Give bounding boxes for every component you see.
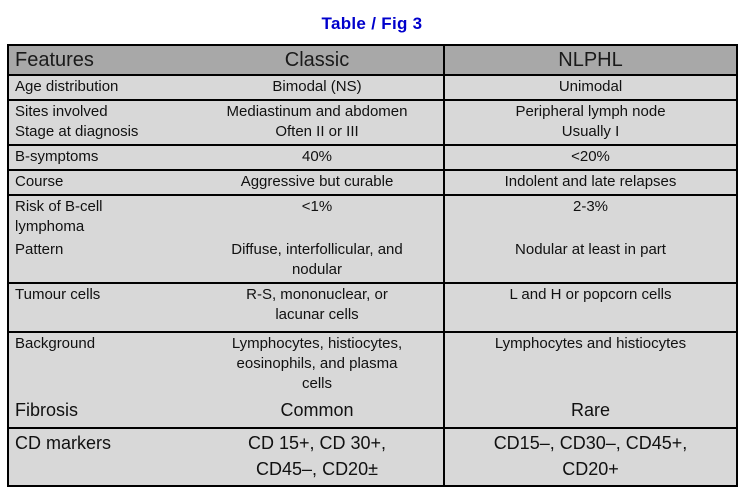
feature-cell: Risk of B-cell lymphoma — [8, 194, 191, 239]
nlphl-cell: CD15–, CD30–, CD45+, CD20+ — [443, 427, 737, 486]
row-tumour-cells: Tumour cells R-S, mononuclear, or lacuna… — [8, 282, 737, 332]
header-classic: Classic — [191, 45, 444, 75]
classic-cell: <1% — [191, 194, 444, 239]
feature-cell: Sites involved Stage at diagnosis — [8, 99, 191, 145]
classic-cell: Bimodal (NS) — [191, 74, 444, 100]
row-sites-stage: Sites involved Stage at diagnosis Medias… — [8, 99, 737, 145]
row-cd-markers: CD markers CD 15+, CD 30+, CD45–, CD20± … — [8, 427, 737, 486]
header-features: Features — [8, 45, 191, 75]
nlphl-cell: L and H or popcorn cells — [443, 282, 737, 332]
nlphl-cell: Unimodal — [443, 74, 737, 100]
row-course: Course Aggressive but curable Indolent a… — [8, 169, 737, 195]
feature-cell: CD markers — [8, 427, 191, 486]
feature-cell: Age distribution — [8, 74, 191, 100]
page-title: Table / Fig 3 — [321, 14, 423, 33]
nlphl-cell: Lymphocytes and histiocytes — [443, 331, 737, 396]
classic-cell: Aggressive but curable — [191, 169, 444, 195]
classic-cell: Lymphocytes, histiocytes, eosinophils, a… — [191, 331, 444, 396]
nlphl-cell: Rare — [443, 396, 737, 428]
feature-cell: Background — [8, 331, 191, 396]
classic-cell: Diffuse, interfollicular, and nodular — [231, 241, 403, 278]
classic-cell: CD 15+, CD 30+, CD45–, CD20± — [191, 427, 444, 486]
nlphl-cell: Indolent and late relapses — [443, 169, 737, 195]
row-b-symptoms: B-symptoms 40% <20% — [8, 144, 737, 170]
nlphl-cell: 2-3% — [443, 194, 737, 239]
row-age-distribution: Age distribution Bimodal (NS) Unimodal — [8, 74, 737, 100]
header-nlphl: NLPHL — [443, 45, 737, 75]
row-background: Background Lymphocytes, histiocytes, eos… — [8, 331, 737, 396]
classic-cell: 40% — [191, 144, 444, 170]
feature-cell: Fibrosis — [15, 400, 79, 420]
feature-cell: Pattern — [15, 241, 64, 258]
classic-cell: Mediastinum and abdomen Often II or III — [191, 99, 444, 145]
classic-cell: Common — [280, 400, 354, 420]
row-fibrosis: Fibrosis Common Rare — [8, 396, 737, 428]
nlphl-cell: Peripheral lymph node Usually I — [443, 99, 737, 145]
nlphl-cell: <20% — [443, 144, 737, 170]
feature-cell: Course — [8, 169, 191, 195]
feature-cell: B-symptoms — [8, 144, 191, 170]
feature-cell: Tumour cells — [8, 282, 191, 332]
classic-cell: R-S, mononuclear, or lacunar cells — [191, 282, 444, 332]
nlphl-cell: Nodular at least in part — [443, 239, 737, 283]
row-risk-b-cell-lymphoma: Risk of B-cell lymphoma <1% 2-3% — [8, 194, 737, 239]
row-pattern: Pattern Diffuse, interfollicular, and no… — [8, 239, 737, 283]
comparison-table: Features Classic NLPHL Age distribution … — [7, 44, 738, 487]
header-row: Features Classic NLPHL — [8, 45, 737, 75]
